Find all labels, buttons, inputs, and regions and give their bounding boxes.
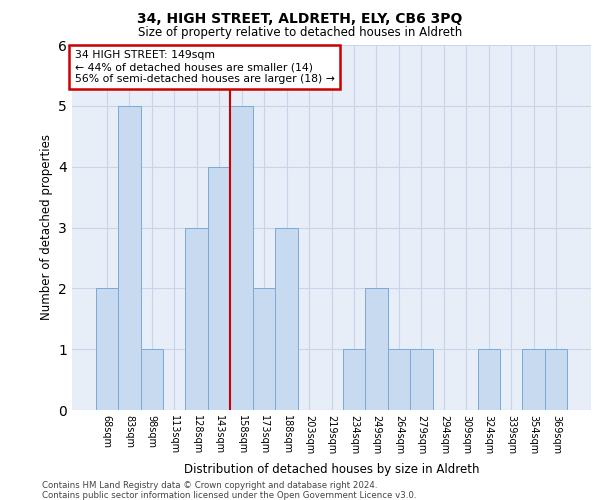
Text: Contains public sector information licensed under the Open Government Licence v3: Contains public sector information licen… [42,491,416,500]
Bar [208,166,230,410]
Bar [118,106,140,410]
Bar [95,288,118,410]
X-axis label: Distribution of detached houses by size in Aldreth: Distribution of detached houses by size … [184,462,479,475]
Bar [410,349,433,410]
Text: Contains HM Land Registry data © Crown copyright and database right 2024.: Contains HM Land Registry data © Crown c… [42,481,377,490]
Bar [140,349,163,410]
Bar [388,349,410,410]
Y-axis label: Number of detached properties: Number of detached properties [40,134,53,320]
Bar [343,349,365,410]
Bar [185,228,208,410]
Bar [478,349,500,410]
Text: Size of property relative to detached houses in Aldreth: Size of property relative to detached ho… [138,26,462,39]
Bar [275,228,298,410]
Bar [365,288,388,410]
Bar [230,106,253,410]
Bar [253,288,275,410]
Bar [523,349,545,410]
Text: 34 HIGH STREET: 149sqm
← 44% of detached houses are smaller (14)
56% of semi-det: 34 HIGH STREET: 149sqm ← 44% of detached… [74,50,334,84]
Bar [545,349,568,410]
Text: 34, HIGH STREET, ALDRETH, ELY, CB6 3PQ: 34, HIGH STREET, ALDRETH, ELY, CB6 3PQ [137,12,463,26]
